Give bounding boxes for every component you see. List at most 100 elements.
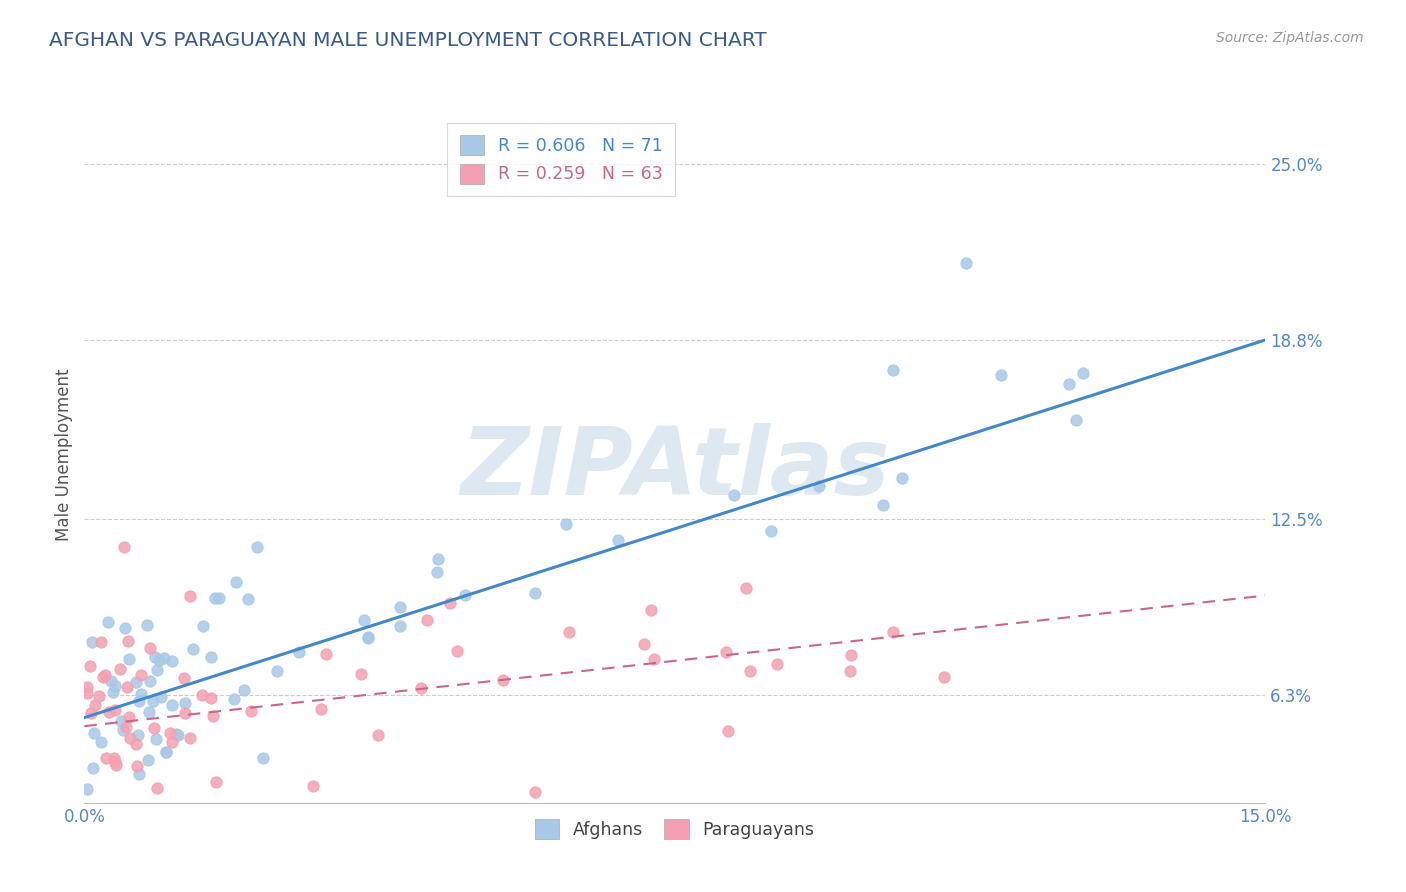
Point [808, 479, 831, 493]
Point [759, 524, 782, 539]
Point [160, 654, 183, 668]
Point [82, 761, 104, 775]
Point [114, 621, 136, 635]
Point [838, 664, 860, 678]
Point [139, 640, 162, 655]
Point [155, 745, 177, 759]
Point [1057, 377, 1080, 392]
Point [349, 667, 371, 681]
Point [716, 645, 738, 659]
Point [118, 731, 141, 745]
Point [200, 650, 222, 665]
Point [208, 591, 231, 606]
Point [1071, 366, 1094, 380]
Text: Source: ZipAtlas.com: Source: ZipAtlas.com [1216, 31, 1364, 45]
Point [101, 684, 124, 698]
Point [524, 586, 547, 600]
Point [173, 696, 195, 710]
Point [389, 619, 412, 633]
Y-axis label: Male Unemployment: Male Unemployment [55, 368, 73, 541]
Point [97, 615, 120, 630]
Point [492, 673, 515, 688]
Point [558, 624, 581, 639]
Point [141, 694, 163, 708]
Point [96, 751, 118, 765]
Point [224, 691, 246, 706]
Point [252, 751, 274, 765]
Point [160, 698, 183, 712]
Point [125, 759, 148, 773]
Point [891, 471, 914, 485]
Point [129, 687, 152, 701]
Text: AFGHAN VS PARAGUAYAN MALE UNEMPLOYMENT CORRELATION CHART: AFGHAN VS PARAGUAYAN MALE UNEMPLOYMENT C… [49, 31, 766, 50]
Point [765, 657, 787, 672]
Point [76, 680, 98, 694]
Point [427, 551, 450, 566]
Point [115, 680, 138, 694]
Point [233, 683, 256, 698]
Point [740, 664, 762, 678]
Point [173, 671, 195, 685]
Point [76, 781, 98, 796]
Point [872, 499, 894, 513]
Point [136, 753, 159, 767]
Point [124, 738, 146, 752]
Point [353, 613, 375, 627]
Point [315, 648, 337, 662]
Point [416, 613, 439, 627]
Point [955, 256, 977, 270]
Point [145, 780, 167, 795]
Point [205, 774, 228, 789]
Point [179, 589, 201, 603]
Point [148, 652, 170, 666]
Point [238, 591, 260, 606]
Point [139, 674, 162, 689]
Text: ZIPAtlas: ZIPAtlas [460, 423, 890, 515]
Point [524, 785, 547, 799]
Point [288, 645, 311, 659]
Point [125, 675, 148, 690]
Point [640, 603, 662, 617]
Point [153, 650, 176, 665]
Point [110, 714, 132, 728]
Point [193, 618, 215, 632]
Point [82, 634, 104, 648]
Point [607, 533, 630, 548]
Point [204, 591, 226, 605]
Point [555, 516, 578, 531]
Point [93, 668, 115, 682]
Point [717, 724, 740, 739]
Point [104, 702, 127, 716]
Point [89, 689, 111, 703]
Point [146, 663, 169, 677]
Point [411, 681, 433, 695]
Point [129, 667, 152, 681]
Point [839, 648, 862, 662]
Point [100, 673, 122, 688]
Legend: Afghans, Paraguayans: Afghans, Paraguayans [529, 813, 821, 847]
Point [114, 720, 136, 734]
Point [111, 723, 134, 737]
Point [104, 755, 127, 769]
Point [301, 779, 323, 793]
Point [145, 731, 167, 746]
Point [79, 659, 101, 673]
Point [181, 642, 204, 657]
Point [643, 652, 665, 666]
Point [454, 588, 477, 602]
Point [934, 670, 956, 684]
Point [882, 363, 904, 377]
Point [179, 731, 201, 746]
Point [191, 688, 214, 702]
Point [136, 617, 159, 632]
Point [723, 488, 745, 502]
Point [357, 631, 380, 645]
Point [167, 728, 190, 742]
Point [155, 745, 177, 759]
Point [142, 721, 165, 735]
Point [174, 706, 197, 720]
Point [367, 728, 389, 742]
Point [150, 690, 173, 704]
Point [389, 600, 412, 615]
Point [80, 706, 103, 721]
